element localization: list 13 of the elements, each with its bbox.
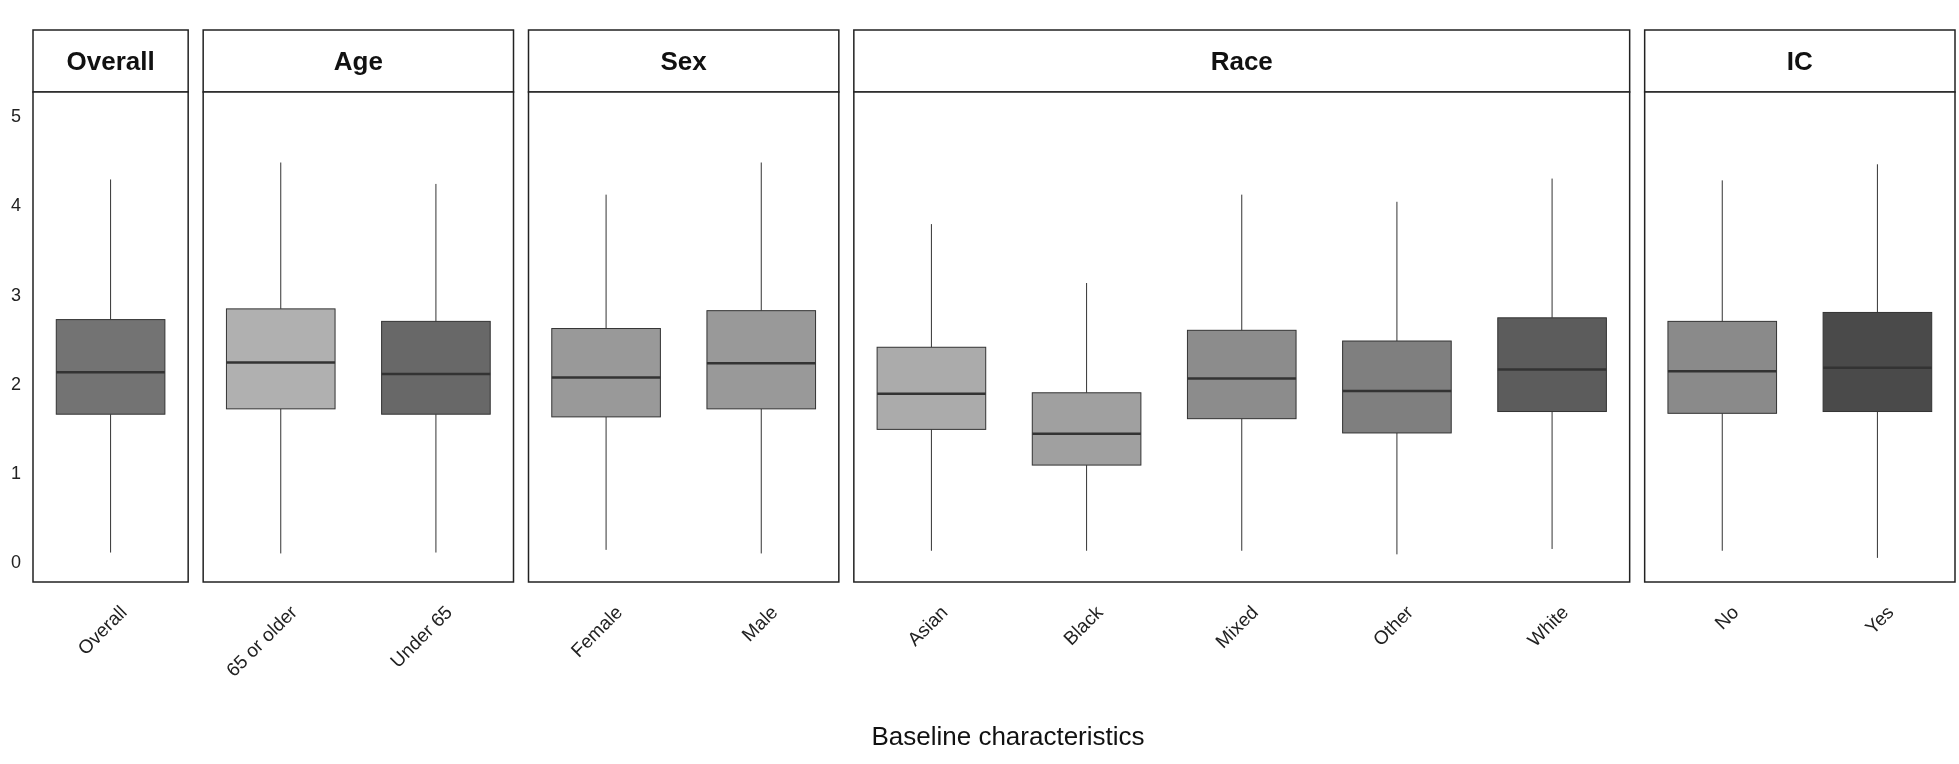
y-tick-label: 4: [10, 195, 21, 216]
y-tick-label: 2: [10, 373, 21, 394]
chart-title: IC: [1786, 46, 1814, 76]
y-tick-label: 5: [10, 106, 21, 127]
y-tick-label: 3: [10, 284, 21, 305]
x-tick-label: Yes: [1860, 601, 1898, 639]
x-tick-label: No: [1710, 601, 1743, 634]
chart-title: Sex: [660, 46, 708, 76]
x-axis-title: Baseline characteristics: [871, 721, 1145, 751]
y-tick-label: 0: [10, 552, 21, 573]
y-tick-label: 1: [10, 463, 21, 484]
chart-title: Age: [333, 46, 383, 76]
chart-title: Race: [1210, 46, 1273, 76]
